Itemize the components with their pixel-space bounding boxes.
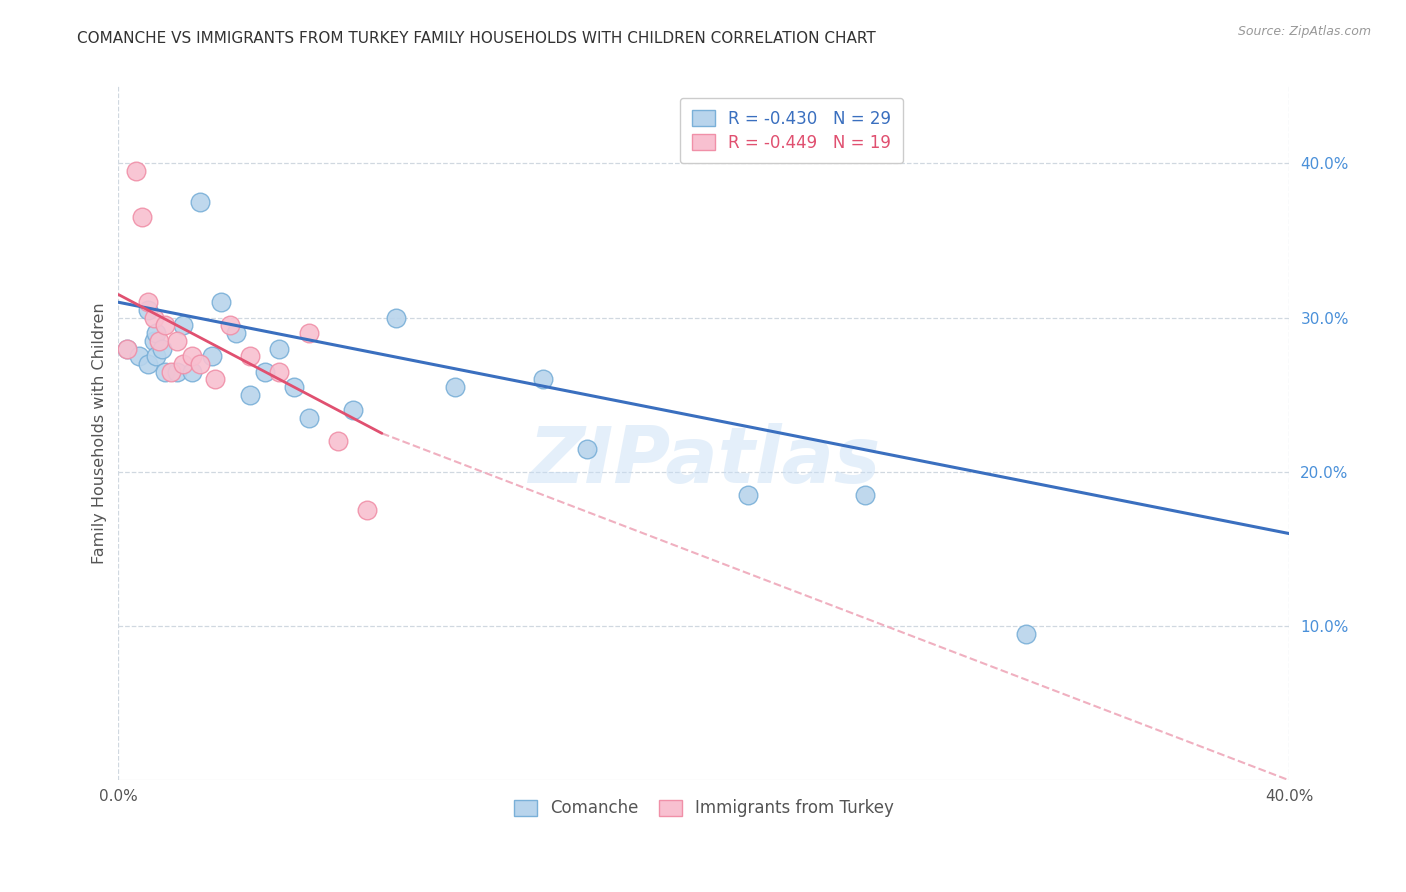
Point <box>326 434 349 448</box>
Point <box>160 365 183 379</box>
Point <box>150 342 173 356</box>
Point <box>115 342 138 356</box>
Point <box>218 318 240 333</box>
Text: Source: ZipAtlas.com: Source: ZipAtlas.com <box>1237 25 1371 38</box>
Y-axis label: Family Households with Children: Family Households with Children <box>93 302 107 564</box>
Point <box>190 194 212 209</box>
Point <box>155 318 177 333</box>
Point <box>136 302 159 317</box>
Point <box>145 326 167 340</box>
Point <box>737 488 759 502</box>
Point <box>180 349 202 363</box>
Point <box>444 380 467 394</box>
Point <box>283 380 305 394</box>
Point <box>342 403 364 417</box>
Text: ZIPatlas: ZIPatlas <box>527 423 880 500</box>
Point <box>125 164 148 178</box>
Point <box>225 326 247 340</box>
Point <box>204 372 226 386</box>
Point <box>128 349 150 363</box>
Point <box>239 349 262 363</box>
Point <box>166 334 188 348</box>
Point <box>209 295 232 310</box>
Point <box>142 334 165 348</box>
Point <box>1015 627 1038 641</box>
Point <box>385 310 408 325</box>
Point <box>172 357 194 371</box>
Point <box>269 365 291 379</box>
Point <box>190 357 212 371</box>
Point <box>298 411 321 425</box>
Point <box>131 211 153 225</box>
Point <box>239 388 262 402</box>
Point <box>166 365 188 379</box>
Point <box>155 365 177 379</box>
Point <box>298 326 321 340</box>
Point <box>136 295 159 310</box>
Point <box>180 365 202 379</box>
Point <box>136 357 159 371</box>
Point <box>142 310 165 325</box>
Point <box>853 488 876 502</box>
Point <box>356 503 378 517</box>
Point <box>145 349 167 363</box>
Point <box>253 365 276 379</box>
Point <box>148 334 170 348</box>
Point <box>269 342 291 356</box>
Point <box>531 372 554 386</box>
Point <box>201 349 224 363</box>
Point <box>115 342 138 356</box>
Point <box>172 318 194 333</box>
Legend: Comanche, Immigrants from Turkey: Comanche, Immigrants from Turkey <box>508 793 901 824</box>
Text: COMANCHE VS IMMIGRANTS FROM TURKEY FAMILY HOUSEHOLDS WITH CHILDREN CORRELATION C: COMANCHE VS IMMIGRANTS FROM TURKEY FAMIL… <box>77 31 876 46</box>
Point <box>575 442 598 456</box>
